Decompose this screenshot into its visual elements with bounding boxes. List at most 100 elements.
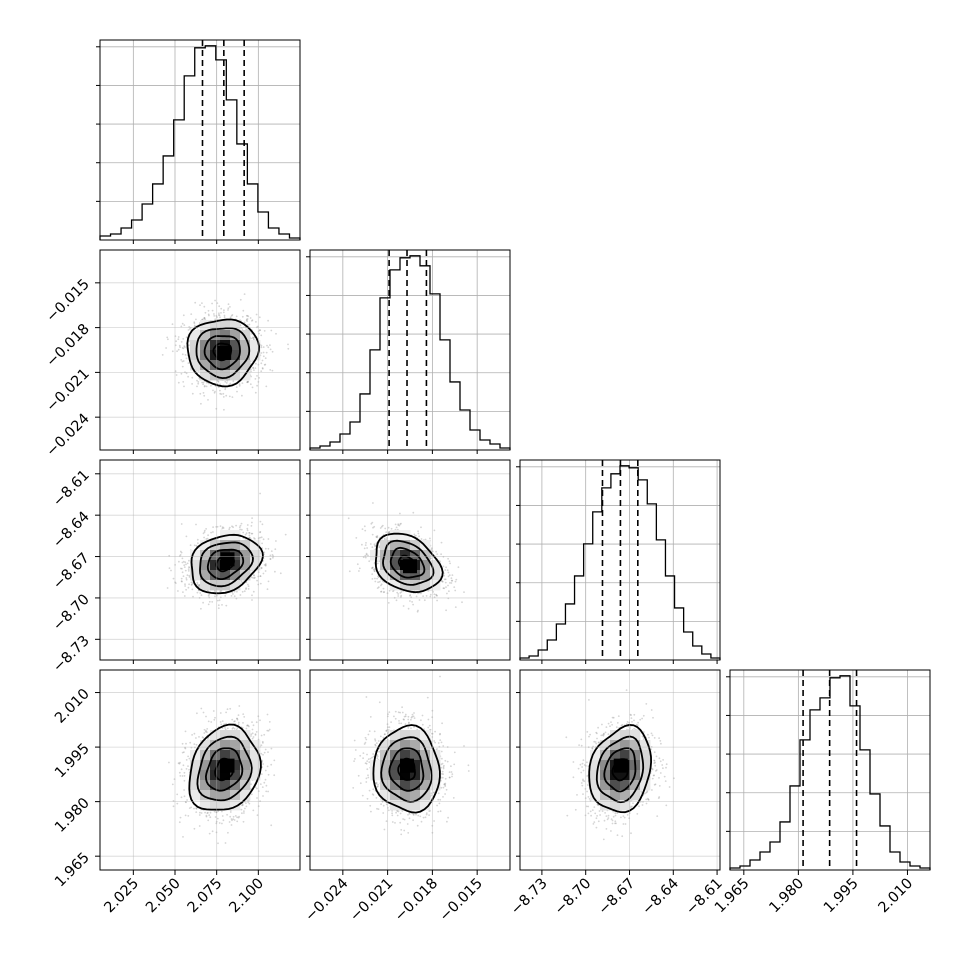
density-cell: [220, 340, 231, 351]
sample-point: [180, 580, 183, 582]
sample-point: [372, 568, 375, 571]
sample-point: [230, 314, 233, 317]
density-cell: [400, 580, 411, 591]
sample-point: [229, 306, 231, 308]
sample-point: [455, 578, 458, 581]
sample-point: [364, 529, 367, 532]
sample-point: [256, 384, 258, 387]
sample-point: [180, 341, 183, 343]
sample-point: [445, 566, 447, 569]
sample-point: [204, 311, 207, 314]
sample-point: [183, 595, 186, 597]
density-core-2: [403, 559, 417, 574]
sample-point: [450, 582, 453, 584]
sample-point: [183, 564, 186, 567]
sample-point: [433, 593, 436, 596]
sample-point: [387, 526, 390, 529]
sample-point: [246, 524, 249, 526]
density-cell: [190, 360, 201, 371]
sample-point: [185, 336, 188, 339]
sample-point: [264, 357, 267, 360]
sample-point: [193, 544, 196, 547]
sample-point: [266, 729, 269, 732]
sample-point: [181, 580, 183, 583]
sample-point: [184, 569, 187, 572]
sample-point: [358, 567, 361, 570]
sample-point: [378, 580, 381, 583]
sample-point: [218, 314, 221, 317]
sample-point: [177, 381, 180, 384]
sample-point: [187, 568, 190, 570]
sample-point: [252, 367, 255, 370]
sample-point: [238, 383, 241, 386]
sample-point: [187, 566, 190, 569]
density-cell: [210, 340, 221, 351]
sample-point: [181, 561, 184, 564]
sample-point: [200, 402, 202, 405]
sample-point: [442, 587, 445, 590]
sample-point: [259, 492, 261, 495]
sample-point: [451, 574, 454, 576]
density-cell: [200, 560, 211, 571]
sample-point: [211, 302, 214, 305]
sample-point: [446, 592, 448, 595]
sample-point: [260, 344, 263, 347]
sample-point: [202, 601, 205, 604]
sample-point: [231, 396, 234, 398]
density-cell: [230, 350, 241, 361]
sample-point: [247, 380, 250, 383]
sample-point: [191, 376, 194, 379]
sample-point: [180, 359, 183, 361]
sample-point: [250, 525, 253, 527]
sample-point: [390, 527, 393, 530]
contour-1-1: [199, 541, 254, 588]
sample-point: [259, 575, 262, 577]
sample-point: [203, 385, 206, 388]
sample-point: [188, 574, 191, 577]
sample-point: [262, 351, 265, 354]
sample-point: [269, 344, 271, 346]
sample-point: [381, 524, 384, 527]
sample-point: [229, 382, 232, 385]
sample-point: [207, 534, 210, 537]
sample-point: [232, 593, 234, 595]
density-cell: [430, 560, 441, 571]
sample-point: [447, 575, 450, 578]
density-cell: [210, 330, 221, 341]
sample-point: [183, 385, 185, 388]
sample-point: [246, 381, 249, 384]
sample-point: [365, 552, 368, 555]
sample-point: [227, 307, 230, 310]
sample-point: [370, 522, 373, 525]
sample-point: [385, 531, 388, 533]
sample-point: [205, 538, 208, 540]
sample-point: [185, 578, 188, 581]
sample-point: [260, 352, 263, 354]
sample-point: [246, 529, 249, 532]
sample-point: [240, 522, 243, 525]
sample-point: [270, 329, 273, 332]
density-cell: [190, 550, 201, 561]
sample-point: [454, 580, 457, 583]
sample-point: [264, 570, 267, 572]
sample-point: [258, 316, 261, 319]
density-cell: [250, 340, 261, 351]
sample-point: [284, 533, 287, 536]
sample-point: [222, 396, 225, 398]
sample-point: [187, 375, 190, 378]
sample-point: [199, 392, 202, 395]
contour-0-0: [186, 318, 261, 388]
sample-point: [259, 531, 262, 533]
sample-point: [269, 554, 272, 557]
sample-point: [179, 567, 182, 570]
sample-point: [448, 574, 451, 576]
contour-2-2: [389, 546, 426, 579]
sample-point: [374, 580, 377, 583]
sample-point: [253, 537, 255, 539]
sample-point: [181, 567, 183, 570]
sample-point: [400, 522, 402, 525]
sample-point: [229, 316, 232, 319]
sample-point: [260, 362, 263, 365]
sample-point: [208, 600, 211, 603]
density-cell: [230, 330, 241, 341]
